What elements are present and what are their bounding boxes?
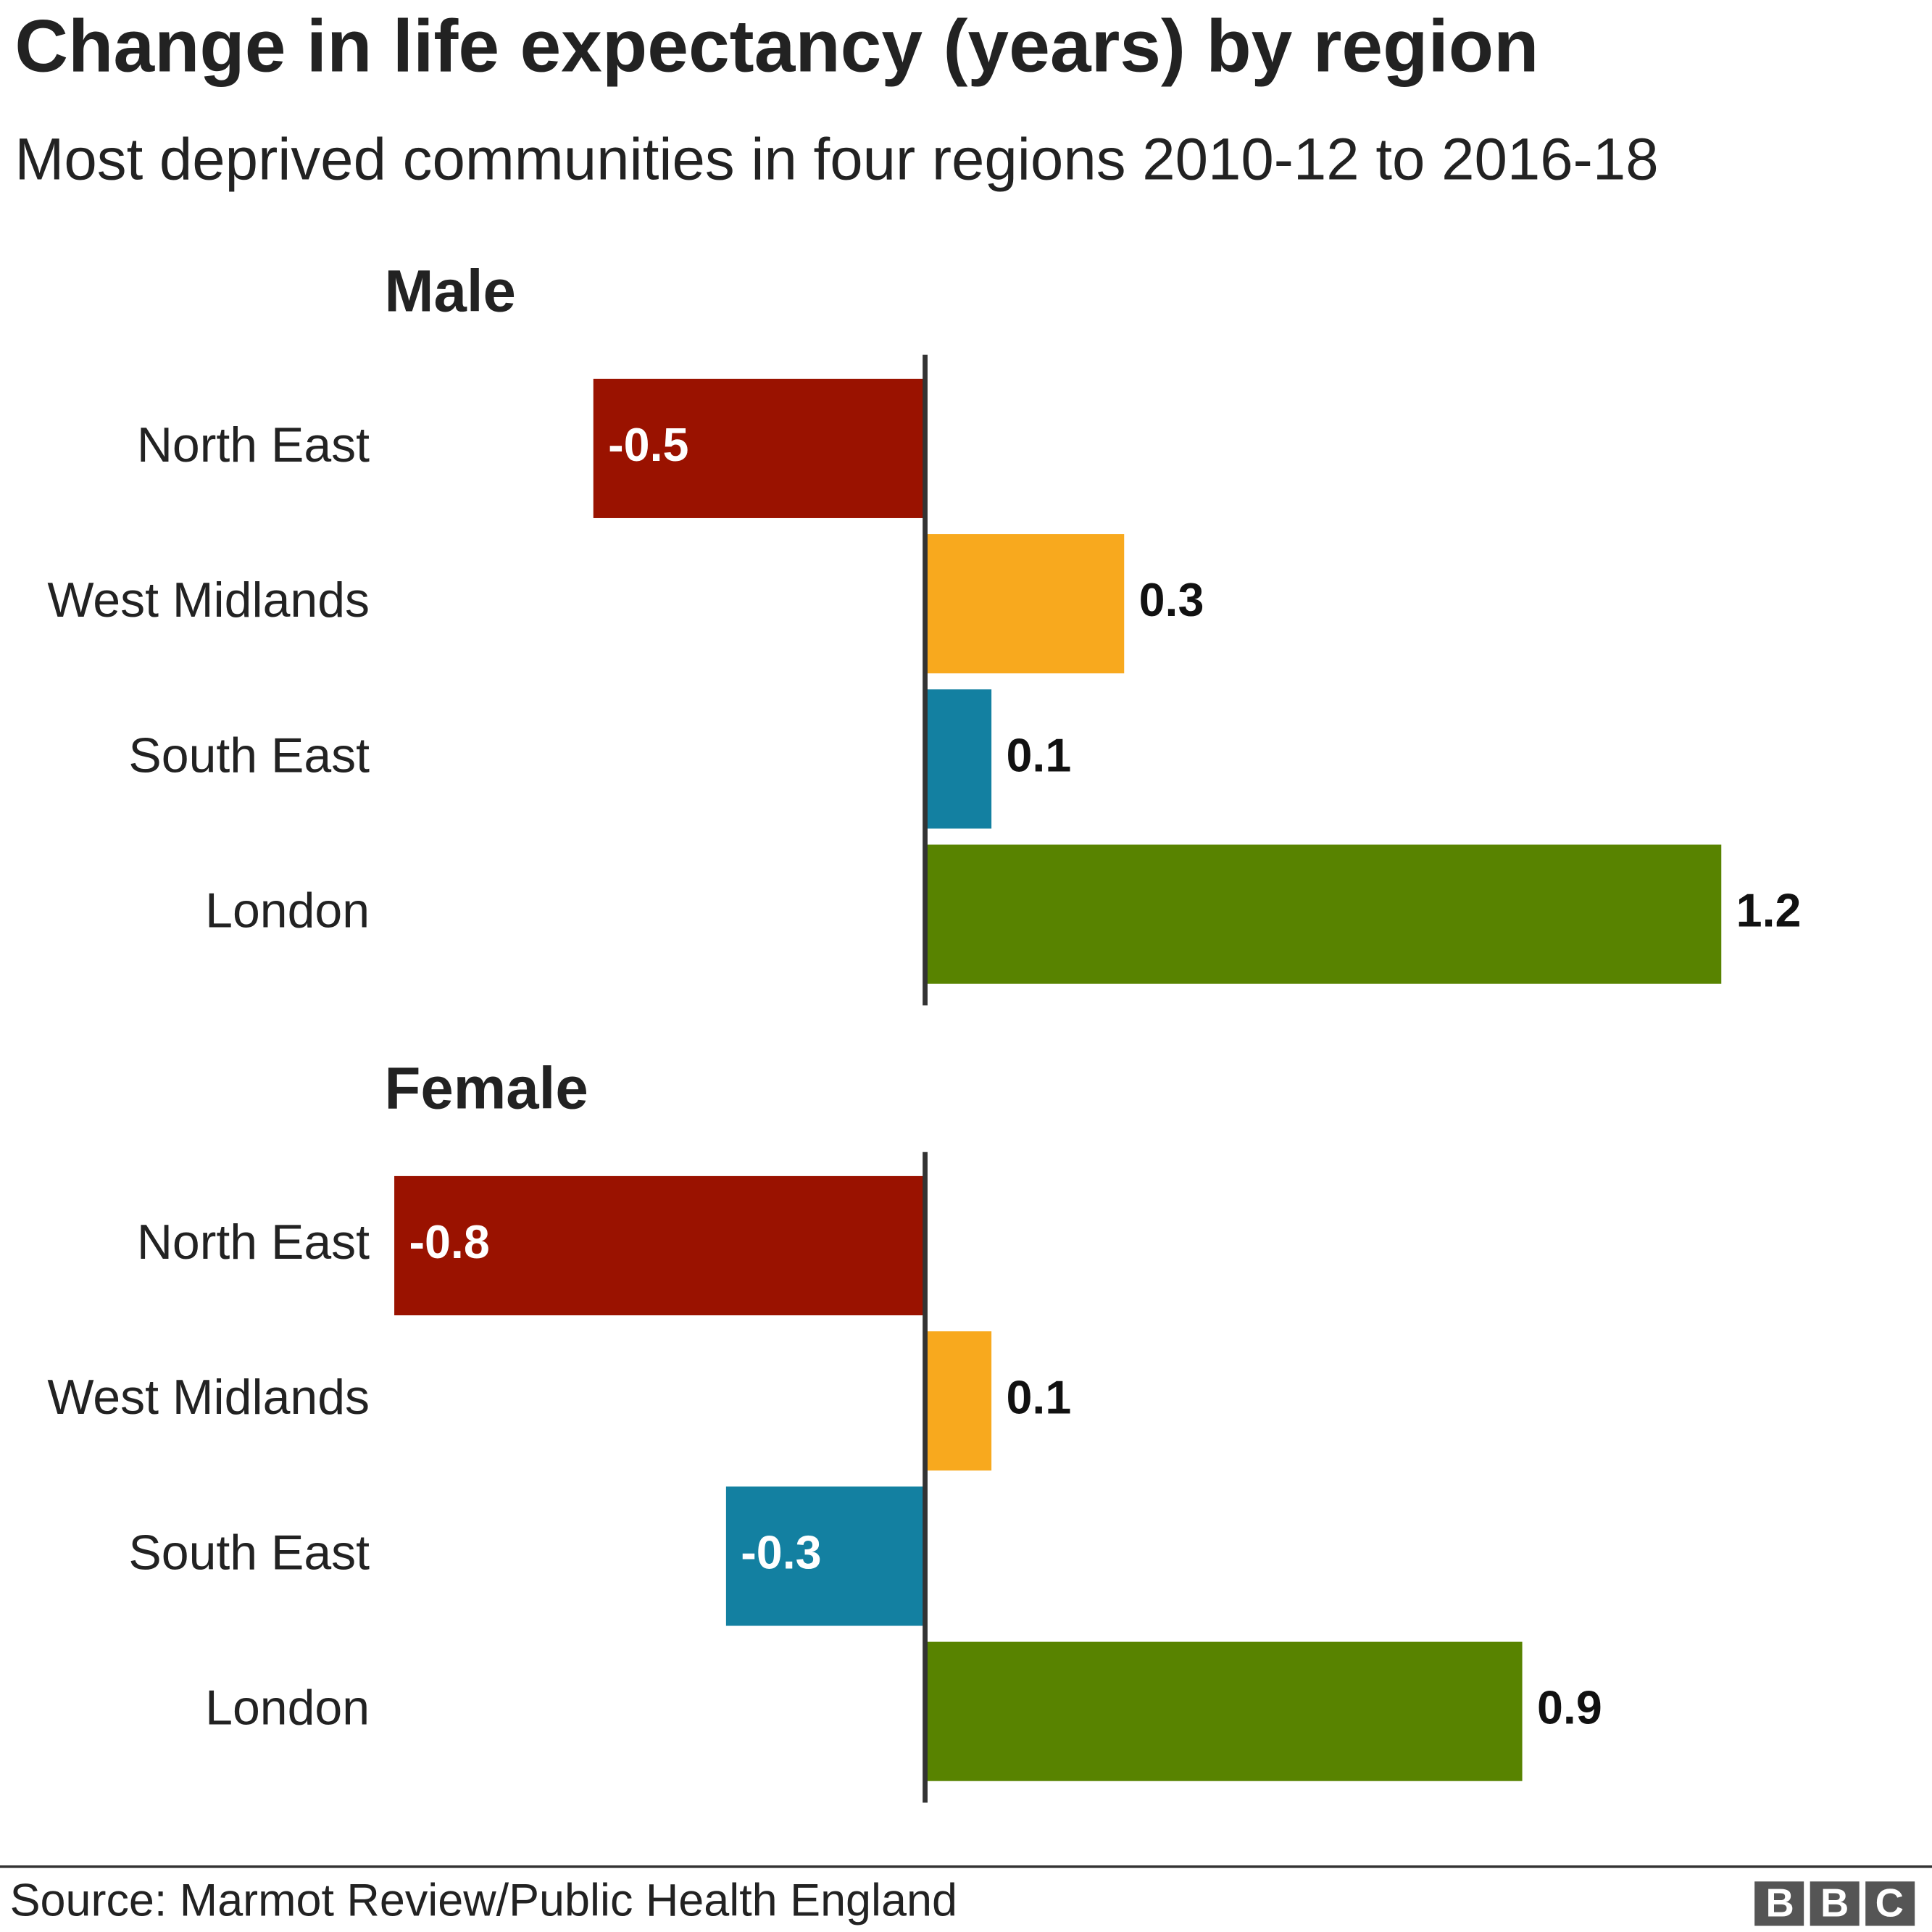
panel-title: Female — [384, 1056, 588, 1122]
category-label: South East — [128, 1525, 370, 1580]
value-label: -0.5 — [608, 419, 688, 471]
source: Source: Marmot Review/Public Health Engl… — [10, 1875, 957, 1926]
bar — [925, 844, 1722, 984]
category-label: North East — [137, 417, 370, 472]
category-label: West Midlands — [47, 1370, 370, 1425]
category-label: South East — [128, 728, 370, 783]
logo-box — [1754, 1881, 1804, 1926]
category-label: North East — [137, 1215, 370, 1270]
category-label: London — [205, 1681, 370, 1736]
value-label: -0.8 — [409, 1216, 489, 1268]
bar — [925, 689, 992, 829]
logo: BBC — [1754, 1881, 1915, 1926]
title: Change in life expectancy (years) by reg… — [14, 4, 1538, 87]
logo-box — [1865, 1881, 1915, 1926]
bar — [394, 1175, 925, 1316]
value-label: 0.1 — [1007, 729, 1072, 781]
logo-text: BBC — [1765, 1881, 1903, 1925]
value-label: 0.1 — [1007, 1371, 1072, 1423]
bar — [725, 1486, 925, 1626]
bar — [925, 1331, 992, 1471]
logo-box — [1810, 1881, 1860, 1926]
bar — [593, 378, 925, 518]
value-label: -0.3 — [741, 1526, 821, 1578]
bar — [925, 1641, 1523, 1781]
category-label: London — [205, 883, 370, 938]
panel-title: Male — [384, 259, 515, 325]
value-label: 1.2 — [1736, 885, 1802, 937]
value-label: 0.9 — [1537, 1682, 1602, 1734]
category-label: West Midlands — [47, 572, 370, 628]
bar — [925, 534, 1125, 674]
subtitle: Most deprived communities in four region… — [14, 127, 1658, 193]
value-label: 0.3 — [1139, 574, 1204, 626]
